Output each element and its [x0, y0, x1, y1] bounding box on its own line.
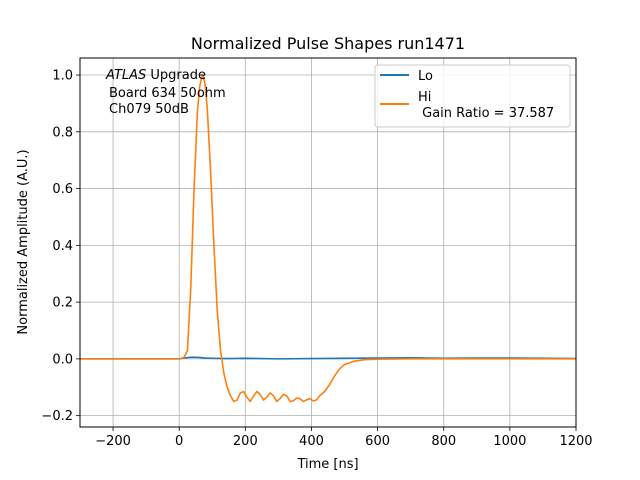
legend: Lo Hi Gain Ratio = 37.587 [374, 64, 571, 128]
legend-label-hi-line: Gain Ratio = 37.587 [418, 106, 554, 121]
legend-label-lo: Lo [418, 69, 433, 84]
x-tick-label: 1200 [559, 434, 592, 449]
y-tick-label: 0.4 [52, 239, 73, 254]
series-layer [80, 74, 576, 403]
chart-title: Normalized Pulse Shapes run1471 [191, 34, 465, 53]
x-tick-label: 200 [233, 434, 258, 449]
y-tick-label: 1.0 [52, 69, 73, 84]
annotation-line-2: Board 634 50ohm [109, 86, 226, 101]
legend-label-hi: Hi Gain Ratio = 37.587 [418, 90, 554, 121]
tick-layer: −200 0 200 400 600 800 1000 1200 −0.2 0.0 0.2 0.4 0.… [41, 69, 592, 449]
x-tick-label: 0 [175, 434, 183, 449]
x-tick-label: 400 [299, 434, 324, 449]
y-tick-label: −0.2 [41, 409, 73, 424]
x-tick-label: 1000 [493, 434, 526, 449]
series-line-lo [80, 356, 576, 360]
y-tick-label: 0.6 [52, 182, 73, 197]
x-tick-label: 600 [365, 434, 390, 449]
annotation-block: ATLAS Upgrade Board 634 50ohm Ch079 50dB [105, 68, 226, 117]
annotation-upgrade-label: Upgrade [146, 68, 206, 83]
annotation-atlas-label: ATLAS [105, 68, 146, 83]
series-line-hi [80, 74, 576, 403]
x-tick-label: −200 [95, 434, 131, 449]
legend-box [374, 64, 571, 128]
y-tick-label: 0.0 [52, 352, 73, 367]
y-tick-label: 0.8 [52, 125, 73, 140]
x-tick-label: 800 [431, 434, 456, 449]
annotation-line-1: ATLAS Upgrade [105, 68, 206, 83]
y-tick-label: 0.2 [52, 296, 73, 311]
x-axis-label: Time [ns] [296, 457, 358, 472]
y-axis-label: Normalized Amplitude (A.U.) [16, 149, 31, 334]
legend-label-hi-line: Hi [418, 90, 431, 105]
annotation-line-3: Ch079 50dB [109, 102, 189, 117]
plot-frame [79, 57, 577, 428]
